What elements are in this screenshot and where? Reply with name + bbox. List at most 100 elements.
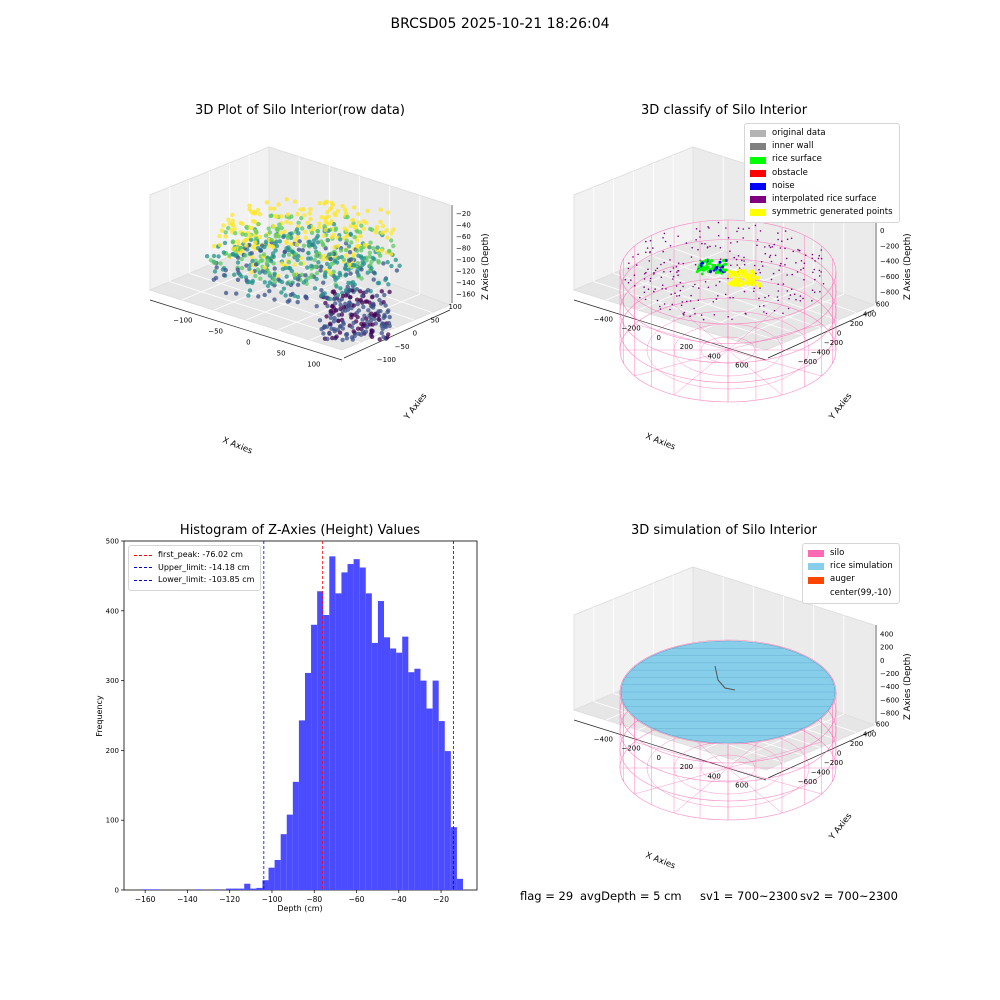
interpolated-point (707, 226, 709, 228)
data-point (332, 245, 337, 250)
histogram-bar (140, 889, 147, 890)
data-point (276, 202, 281, 207)
data-point (230, 212, 235, 218)
data-point (339, 312, 345, 317)
data-point (362, 242, 368, 247)
data-point (289, 242, 294, 247)
data-point (267, 243, 272, 249)
data-point (375, 280, 381, 286)
interpolated-point (718, 281, 721, 283)
data-point (329, 205, 334, 210)
data-point (333, 226, 339, 231)
data-point (355, 268, 360, 273)
data-point (250, 254, 255, 260)
y-tick-label: 200 (106, 747, 119, 755)
data-point (317, 221, 322, 226)
data-point (312, 257, 317, 263)
legend-swatch (750, 182, 766, 190)
data-point (355, 314, 360, 320)
interpolated-point (743, 290, 746, 293)
interpolated-point (743, 260, 745, 262)
legend-label: noise (772, 180, 795, 191)
grid-line (249, 247, 433, 313)
data-point (376, 258, 381, 264)
data-point (279, 261, 285, 266)
y-tick-label: 0 (837, 329, 841, 337)
symmetric-point (744, 272, 749, 276)
symmetric-point (758, 284, 762, 288)
data-point (338, 286, 343, 291)
data-point (355, 248, 360, 253)
silo-floor-spoke (634, 741, 729, 769)
interpolated-point (639, 296, 641, 299)
data-point (343, 273, 348, 278)
data-point (253, 240, 258, 245)
histogram-bar (298, 720, 305, 890)
data-point (318, 268, 323, 273)
silo-floor-spoke (727, 767, 783, 814)
interpolated-point (786, 238, 789, 241)
silo-floor-spoke (634, 323, 729, 351)
data-point (298, 261, 303, 266)
histogram-bar (444, 751, 451, 890)
data-point (377, 297, 382, 303)
data-point (265, 258, 270, 263)
data-point (319, 264, 324, 269)
data-point (380, 223, 386, 229)
interpolated-point (813, 291, 816, 294)
data-point (308, 256, 314, 261)
data-point (372, 316, 377, 321)
data-point (253, 262, 259, 267)
histogram-bar (456, 878, 463, 890)
interpolated-point (649, 251, 651, 253)
data-point (358, 289, 363, 294)
histogram-bar (347, 564, 354, 890)
y-tick-label: 600 (876, 721, 889, 729)
data-point (227, 221, 233, 226)
symmetric-point (734, 277, 739, 281)
symmetric-point (740, 280, 745, 284)
symmetric-point (733, 273, 737, 277)
interpolated-point (742, 228, 745, 230)
data-point (349, 315, 354, 320)
interpolated-point (682, 285, 684, 288)
data-point (359, 248, 364, 253)
data-point (299, 215, 304, 221)
data-point (279, 225, 284, 231)
raw-panel-title: 3D Plot of Silo Interior(row data) (195, 103, 405, 118)
data-point (355, 301, 360, 307)
interpolated-point (649, 277, 652, 280)
interpolated-point (677, 274, 679, 277)
data-point (257, 234, 262, 240)
data-point (331, 232, 336, 237)
data-point (327, 331, 332, 336)
legend-item-silo: silo (808, 547, 893, 560)
y-tick-label: −600 (798, 358, 817, 366)
grid-line (673, 247, 857, 313)
data-point (327, 252, 332, 257)
data-point (314, 304, 319, 309)
interpolated-point (819, 290, 821, 293)
x-axis-line (573, 719, 767, 781)
data-point (386, 282, 391, 287)
data-point (307, 239, 312, 244)
data-point (248, 237, 254, 242)
data-point (314, 271, 320, 276)
legend-swatch (808, 590, 824, 597)
data-point (349, 324, 355, 330)
interpolated-point (699, 236, 701, 238)
interpolated-point (628, 262, 630, 265)
z-tick-label: −400 (880, 683, 899, 691)
interpolated-point (647, 288, 650, 291)
interpolated-point (695, 228, 698, 230)
interpolated-point (669, 245, 672, 247)
interpolated-point (727, 277, 729, 280)
interpolated-point (670, 293, 672, 296)
data-point (289, 231, 294, 236)
y-tick-label: −600 (798, 778, 817, 786)
data-point (324, 295, 329, 300)
legend-item-interpolated-rice-surface: interpolated rice surface (750, 193, 893, 206)
data-point (344, 253, 349, 258)
data-point (352, 262, 357, 268)
data-point (344, 332, 350, 337)
